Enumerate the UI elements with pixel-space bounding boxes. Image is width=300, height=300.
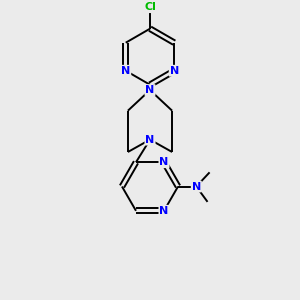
Text: N: N bbox=[121, 66, 130, 76]
Text: N: N bbox=[159, 157, 169, 167]
Text: N: N bbox=[192, 182, 201, 191]
Text: N: N bbox=[146, 135, 154, 145]
Text: N: N bbox=[146, 85, 154, 95]
Text: N: N bbox=[169, 66, 179, 76]
Text: Cl: Cl bbox=[144, 2, 156, 12]
Text: N: N bbox=[159, 206, 169, 216]
